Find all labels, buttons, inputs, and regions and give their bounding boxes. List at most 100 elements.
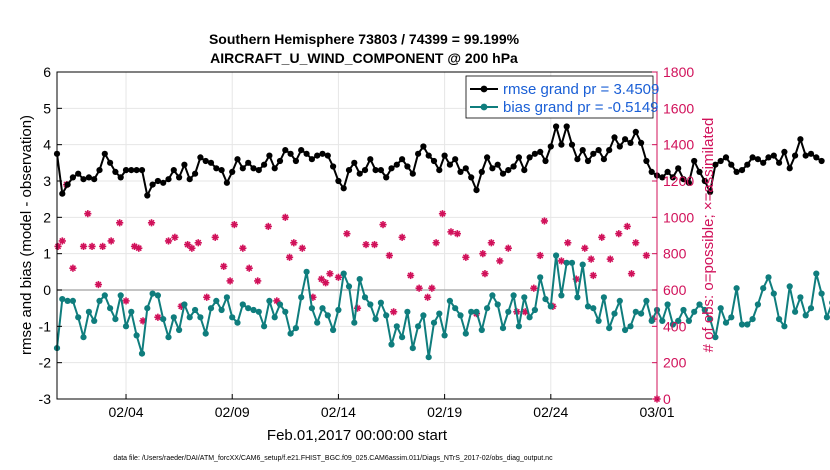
bias-point — [367, 301, 374, 308]
rmse-point — [383, 174, 390, 181]
obs-marker — [211, 233, 219, 241]
rmse-point — [324, 152, 331, 159]
obs-marker-center — [136, 246, 141, 251]
bias-point — [303, 268, 310, 275]
rmse-point — [707, 188, 714, 195]
obs-marker — [606, 255, 614, 263]
bias-point — [537, 274, 544, 281]
rmse-point — [531, 150, 539, 157]
rmse-point — [356, 170, 363, 177]
obs-marker-center — [141, 319, 145, 323]
obs-marker-center — [633, 240, 638, 245]
bias-point — [707, 316, 714, 323]
bias-point — [91, 317, 98, 324]
rmse-point — [489, 165, 496, 172]
bias-point — [186, 314, 193, 321]
y-tick-label: 3 — [43, 173, 51, 189]
rmse-point — [425, 152, 432, 159]
bias-point — [807, 305, 815, 312]
rmse-point — [584, 157, 592, 165]
obs-marker-center — [241, 246, 245, 251]
obs-marker — [58, 237, 66, 245]
bias-point — [308, 305, 315, 312]
data-file-footnote: data file: /Users/raeder/DAI/ATM_forcXX/… — [113, 455, 553, 462]
rmse-point — [510, 163, 517, 170]
rmse-point — [685, 179, 693, 186]
rmse-point — [733, 168, 740, 175]
rmse-point — [340, 185, 347, 192]
obs-marker-center — [232, 222, 237, 227]
rmse-point — [818, 157, 825, 165]
obs-marker-center — [616, 231, 621, 236]
bias-point — [149, 290, 156, 297]
bias-point — [744, 321, 751, 328]
rmse-point — [632, 128, 639, 135]
obs-marker-center — [196, 240, 201, 245]
bias-point — [521, 294, 528, 301]
rmse-point — [616, 143, 623, 150]
rmse-point — [813, 154, 820, 161]
obs-marker — [632, 239, 640, 247]
bias-point — [80, 334, 87, 341]
bias-point — [101, 292, 108, 299]
bias-point — [107, 305, 114, 312]
bias-point — [441, 332, 448, 339]
rmse-point — [537, 148, 544, 155]
bias-point — [542, 296, 549, 303]
obs-marker — [453, 230, 461, 238]
rmse-point — [622, 136, 629, 143]
bias-point — [234, 319, 241, 326]
y2-axis-label: # of obs: o=possible; ×=assimilated — [700, 118, 717, 353]
bias-point — [685, 317, 693, 324]
bias-point — [154, 292, 161, 299]
rmse-point — [149, 181, 156, 188]
bias-point — [345, 283, 353, 290]
y-tick-label: 6 — [43, 64, 51, 80]
bias-point — [606, 325, 613, 332]
rmse-point — [701, 177, 708, 185]
bias-point — [170, 314, 177, 321]
rmse-point — [792, 152, 799, 159]
rmse-point — [515, 154, 523, 161]
bias-point — [218, 306, 225, 314]
bias-point — [239, 301, 246, 308]
chart-title: Southern Hemisphere 73803 / 74399 = 99.1… — [209, 31, 520, 47]
bias-point — [553, 252, 560, 259]
rmse-point — [473, 187, 480, 194]
y2-tick-label: 800 — [663, 246, 687, 262]
obs-marker — [438, 210, 447, 218]
obs-marker — [285, 253, 294, 261]
y-axis-label: rmse and bias (model - observation) — [18, 115, 35, 355]
rmse-point — [261, 161, 268, 168]
rmse-point — [367, 156, 374, 163]
rmse-point — [446, 161, 453, 168]
bias-point — [372, 316, 379, 323]
obs-marker — [487, 239, 495, 247]
rmse-point — [606, 147, 613, 154]
y-tick-label: 4 — [43, 137, 51, 153]
chart-subtitle: AIRCRAFT_U_WIND_COMPONENT @ 200 hPa — [210, 50, 518, 66]
legend-rmse-label: rmse grand pr = 3.4509 — [503, 81, 659, 98]
rmse-point — [112, 168, 119, 175]
bias-point — [85, 308, 92, 315]
bias-point — [144, 305, 151, 312]
bias-point — [568, 259, 576, 266]
rmse-point — [303, 150, 310, 157]
rmse-point — [696, 168, 703, 175]
bias-point — [250, 306, 257, 314]
bias-point — [117, 292, 124, 299]
obs-marker-center — [538, 253, 542, 258]
bias-point — [324, 312, 331, 319]
bias-point — [75, 314, 82, 321]
rmse-point — [643, 157, 650, 165]
legend-rmse-marker — [480, 85, 488, 93]
y-tick-label: -3 — [39, 391, 52, 407]
obs-marker-center — [481, 251, 485, 256]
bias-point — [393, 323, 400, 330]
obs-marker — [290, 239, 298, 247]
rmse-point — [478, 168, 485, 175]
rmse-point — [770, 152, 777, 159]
rmse-point — [738, 167, 746, 174]
rmse-point — [590, 150, 597, 157]
